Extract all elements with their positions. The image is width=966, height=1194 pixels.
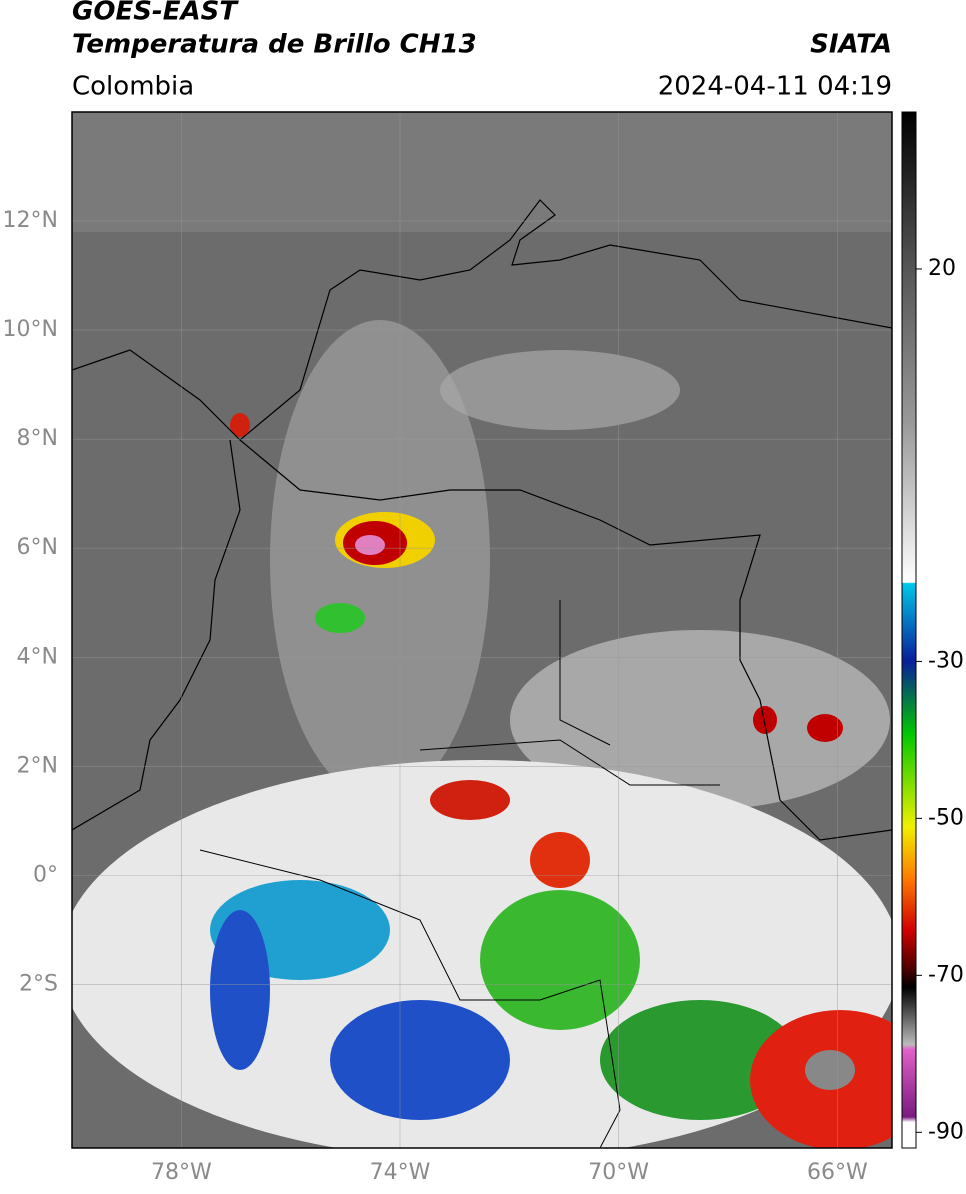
lon-tick-label: 78°W xyxy=(151,1160,212,1185)
region: Colombia xyxy=(72,72,194,102)
colorbar-tick-label: -50 xyxy=(928,805,964,830)
colorbar xyxy=(901,111,917,1149)
lat-tick-label: 0° xyxy=(33,862,58,887)
lat-tick-label: 2°S xyxy=(19,971,58,996)
lat-tick-label: 4°N xyxy=(17,644,58,669)
graticule xyxy=(72,112,892,1148)
colorbar-tick-label: -70 xyxy=(928,962,964,987)
lon-tick-label: 66°W xyxy=(807,1160,868,1185)
lon-tick-label: 70°W xyxy=(588,1160,649,1185)
lon-tick-label: 74°W xyxy=(370,1160,431,1185)
map-frame xyxy=(71,111,893,1149)
colorbar-tick-label: 20 xyxy=(928,256,956,281)
subtitle: Temperatura de Brillo CH13 xyxy=(72,30,477,60)
satellite-image xyxy=(72,112,892,1148)
colorbar-tick-label: -30 xyxy=(928,648,964,673)
lat-tick-label: 2°N xyxy=(17,753,58,778)
datetime: 2024-04-11 04:19 xyxy=(658,72,892,102)
source: SIATA xyxy=(810,30,892,60)
lat-tick-label: 6°N xyxy=(17,535,58,560)
lat-tick-label: 12°N xyxy=(3,208,58,233)
colorbar-tick-label: -90 xyxy=(928,1119,964,1144)
lat-tick-label: 10°N xyxy=(3,317,58,342)
title: GOES-EAST xyxy=(72,0,239,27)
lat-tick-label: 8°N xyxy=(17,426,58,451)
